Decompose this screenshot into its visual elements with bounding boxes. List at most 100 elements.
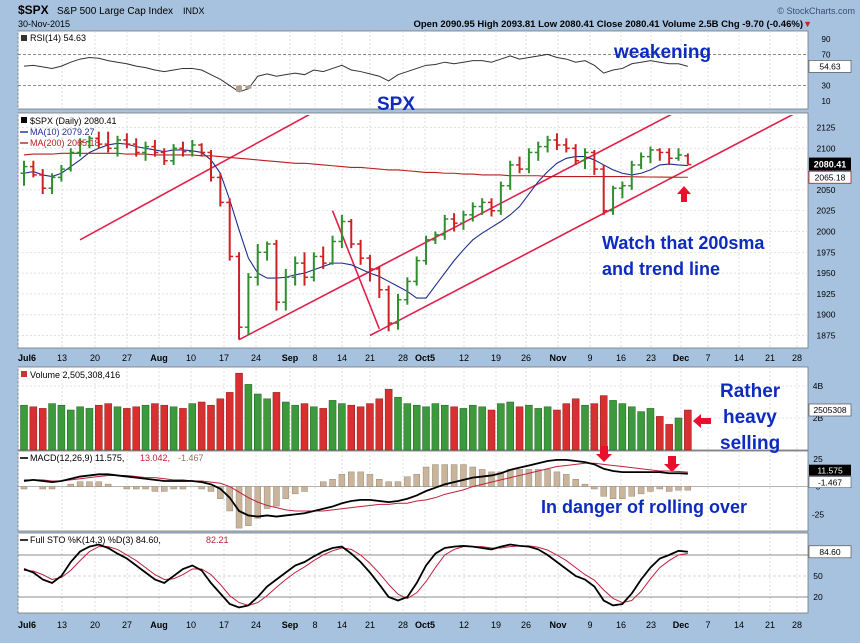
macd-hist-36: [358, 472, 364, 487]
macd-hist-8: [96, 482, 102, 487]
price-xtick-21: Dec: [673, 353, 690, 363]
macd-legend-hist: -1.467: [178, 453, 204, 463]
stoch-xtick-3: 27: [122, 620, 132, 630]
stoch-xtick-19: 16: [616, 620, 626, 630]
volume-bar-10: [114, 407, 121, 450]
macd-hist-5: [68, 484, 74, 486]
stoch-tick-20: 20: [813, 592, 823, 602]
macd-hist-3: [49, 487, 55, 489]
volume-bar-20: [208, 405, 215, 450]
volume-bar-8: [95, 405, 102, 450]
volume-bar-24: [245, 384, 252, 450]
stoch-xtick-21: Dec: [673, 620, 690, 630]
volume-bar-52: [507, 402, 514, 450]
volume-bar-60: [582, 405, 589, 450]
volume-bar-25: [254, 394, 261, 450]
macd-hist-65: [629, 487, 635, 497]
stoch-xtick-9: 8: [312, 620, 317, 630]
volume-bar-56: [544, 407, 551, 450]
macd-hist-44: [432, 465, 438, 487]
macd-hist-17: [180, 487, 186, 489]
volume-bar-39: [385, 389, 392, 450]
stoch-xtick-4: Aug: [150, 620, 168, 630]
price-xtick-19: 16: [616, 353, 626, 363]
macd-hist-32: [320, 482, 326, 487]
macd-hist-28: [283, 487, 289, 499]
volume-bar-1: [30, 407, 37, 450]
price-xtick-20: 23: [646, 353, 656, 363]
volume-bar-7: [86, 408, 93, 450]
macd-hist-47: [460, 465, 466, 487]
volume-bar-49: [479, 407, 486, 450]
volume-bar-11: [123, 408, 130, 450]
exchange-label: INDX: [183, 6, 205, 16]
price-xtick-10: 14: [337, 353, 347, 363]
volume-bar-41: [404, 404, 411, 450]
volume-bar-54: [525, 405, 532, 450]
annotation-spx: SPX: [377, 94, 415, 115]
macd-hist-20: [208, 487, 214, 492]
annotation-weakening: weakening: [613, 42, 711, 63]
volume-bar-55: [535, 408, 542, 450]
volume-bar-19: [198, 402, 205, 450]
volume-bar-50: [488, 410, 495, 450]
volume-bar-46: [451, 407, 458, 450]
volume-bar-12: [133, 407, 140, 450]
volume-bar-67: [647, 408, 654, 450]
stoch-xtick-2: 20: [90, 620, 100, 630]
stoch-xtick-17: Nov: [549, 620, 566, 630]
volume-bar-14: [151, 404, 158, 450]
rsi-tick-70: 70: [822, 50, 831, 59]
volume-bar-62: [600, 396, 607, 450]
volume-bar-47: [460, 408, 467, 450]
annotation-selling: selling: [720, 433, 780, 454]
rsi-legend: RSI(14) 54.63: [30, 33, 86, 43]
ma200-legend: MA(200) 2065.18: [30, 138, 100, 148]
stoch-xtick-10: 14: [337, 620, 347, 630]
price-xtick-24: 21: [765, 353, 775, 363]
volume-bar-45: [441, 405, 448, 450]
ma10-legend: MA(10) 2079.27: [30, 127, 95, 137]
macd-hist-2: [40, 487, 46, 489]
price-xtick-1: 13: [57, 353, 67, 363]
price-xtick-16: 26: [521, 353, 531, 363]
close-label: 2080.41: [814, 160, 847, 170]
macd-hist-29: [292, 487, 298, 494]
volume-bar-68: [656, 416, 663, 450]
volume-bar-13: [142, 405, 149, 450]
vol-last-label: 2505308: [813, 405, 846, 415]
volume-bar-71: [684, 410, 691, 450]
ohlc-readout: Open 2090.95 High 2093.81 Low 2080.41 Cl…: [413, 19, 803, 30]
macd-hist-69: [666, 487, 672, 492]
price-xtick-11: 21: [365, 353, 375, 363]
macd-hist-30: [302, 487, 308, 492]
price-xtick-13: Oct5: [415, 353, 435, 363]
price-tick-1875: 1875: [817, 331, 836, 341]
macd-hist-14: [152, 487, 158, 492]
stoch-tick-50: 50: [813, 571, 823, 581]
rsi-oversold-23: [236, 86, 242, 92]
price-xtick-4: Aug: [150, 353, 168, 363]
macd-panel: [18, 451, 808, 531]
macd-hist-61: [591, 487, 597, 489]
price-xtick-5: 10: [186, 353, 196, 363]
volume-bar-43: [423, 407, 430, 450]
volume-bar-44: [432, 404, 439, 450]
macd-hist-41: [404, 477, 410, 487]
stoch-legend-d: 82.21: [206, 535, 229, 545]
volume-bar-15: [161, 405, 168, 450]
stoch-xtick-16: 26: [521, 620, 531, 630]
volume-bar-28: [282, 402, 289, 450]
volume-bar-22: [226, 392, 233, 450]
macd-hist-68: [657, 487, 663, 489]
volume-bar-57: [553, 410, 560, 450]
volume-bar-4: [58, 405, 65, 450]
volume-bar-9: [105, 404, 112, 450]
macd-hist-27: [273, 487, 279, 507]
price-tick-1925: 1925: [817, 289, 836, 299]
volume-bar-21: [217, 399, 224, 450]
macd-hist-42: [414, 474, 420, 486]
rsi-last-label: 54.63: [819, 61, 841, 71]
macd-hist-60: [582, 484, 588, 486]
volume-bar-66: [638, 412, 645, 450]
